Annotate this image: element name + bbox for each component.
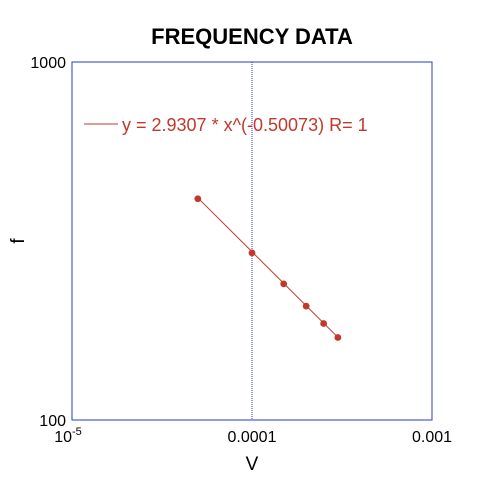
x-tick-base: 10 bbox=[54, 429, 72, 446]
fit-line bbox=[197, 197, 339, 338]
data-point bbox=[194, 195, 202, 203]
x-tick-label: 0.001 bbox=[412, 429, 452, 446]
data-point bbox=[334, 334, 342, 341]
data-points bbox=[194, 195, 342, 341]
x-axis-ticks: 10-5 0.0001 0.001 bbox=[54, 426, 452, 446]
x-tick-label: 0.0001 bbox=[228, 429, 277, 446]
y-axis-ticks: 100 1000 bbox=[30, 55, 66, 430]
x-tick-label: 10-5 bbox=[54, 426, 82, 446]
data-point bbox=[320, 320, 328, 327]
data-point bbox=[280, 280, 288, 288]
y-tick-label: 1000 bbox=[30, 55, 66, 72]
x-axis-label: V bbox=[246, 454, 259, 475]
y-axis-label: f bbox=[8, 238, 29, 244]
y-tick-label: 100 bbox=[39, 413, 66, 430]
data-point bbox=[302, 302, 310, 310]
chart-title: FREQUENCY DATA bbox=[151, 24, 353, 49]
legend-fit-label: y = 2.9307 * x^(-0.50073) R= 1 bbox=[122, 115, 368, 135]
data-point bbox=[248, 249, 256, 257]
x-tick-exponent: -5 bbox=[72, 426, 82, 438]
